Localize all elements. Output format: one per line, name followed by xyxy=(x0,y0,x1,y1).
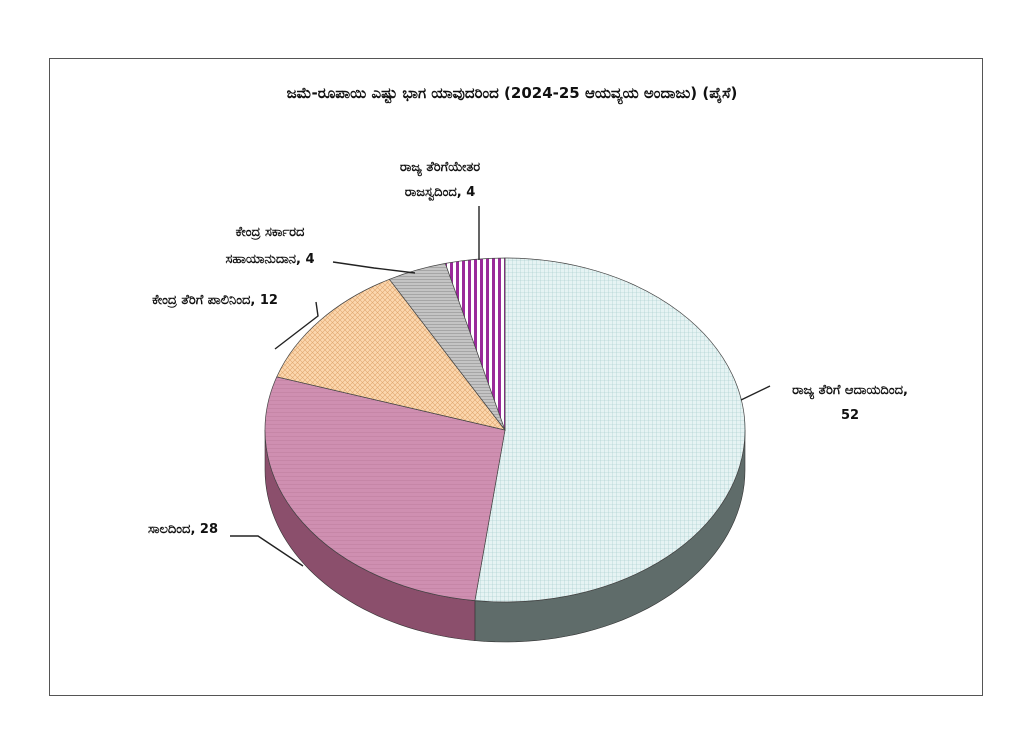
data-label-3-0: ಕೇಂದ್ರ ಸರ್ಕಾರದ xyxy=(236,225,305,241)
data-label-4-1: ರಾಜಸ್ವದಿಂದ, 4 xyxy=(405,185,476,201)
data-label-0-1: 52 xyxy=(841,408,859,423)
data-label-1-0: ಸಾಲದಿಂದ, 28 xyxy=(148,522,218,537)
leader-line-2 xyxy=(274,301,319,350)
data-label-2-0: ಕೇಂದ್ರ ತೆರಿಗೆ ಪಾಲಿನಿಂದ, 12 xyxy=(152,293,278,309)
pie-slice-2 xyxy=(276,278,506,431)
pie-slice-1 xyxy=(264,376,506,602)
leader-line-1 xyxy=(230,535,304,567)
leader-line-0 xyxy=(740,385,771,401)
pie-slice-4 xyxy=(444,257,506,431)
pie-slice-0 xyxy=(474,257,746,603)
data-label-3-1: ಸಹಾಯಾನುದಾನ, 4 xyxy=(225,252,314,267)
leader-line-3 xyxy=(332,261,416,274)
chart-title: ಜಮೆ-ರೂಪಾಯಿ ಎಷ್ಟು ಭಾಗ ಯಾವುದರಿಂದ (2024-25 … xyxy=(286,84,738,102)
data-label-4-0: ರಾಜ್ಯ ತೆರಿಗೆಯೇತರ xyxy=(400,160,480,177)
data-label-0-0: ರಾಜ್ಯ ತೆರಿಗೆ ಆದಾಯದಿಂದ, xyxy=(792,383,908,400)
